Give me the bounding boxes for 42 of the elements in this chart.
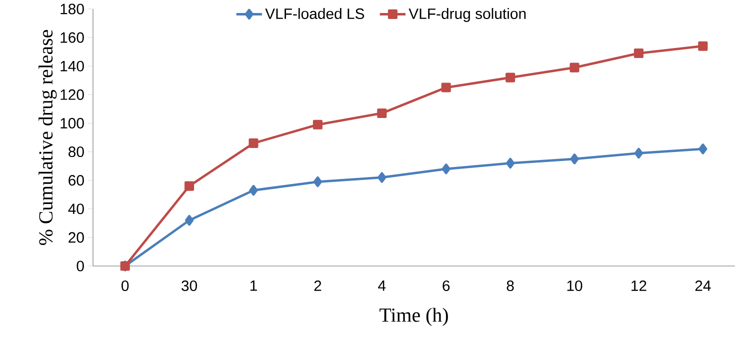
point (570, 154, 579, 164)
x-tick-label: 24 (695, 280, 711, 291)
point (184, 214, 194, 226)
y-axis-title: % Cumulative drug release (38, 30, 57, 245)
x-tick-label: 12 (632, 280, 646, 291)
y-tick-label: 180 (60, 4, 84, 14)
x-tick-label: 0 (122, 280, 129, 292)
x-tick-label: 30 (182, 280, 198, 292)
point (248, 138, 258, 148)
point (184, 181, 194, 191)
x-tick-label: 1 (250, 280, 257, 291)
point (377, 108, 387, 118)
legend-label: VLF-drug solution (408, 8, 526, 22)
x-tick-label: 10 (567, 280, 582, 292)
x-tick-label: 2 (314, 280, 322, 291)
x-tick-label: 4 (378, 280, 386, 291)
y-tick-label: 160 (60, 32, 84, 43)
legend-label: VLF-loaded LS (265, 8, 364, 20)
y-tick-label: 60 (68, 175, 84, 186)
y-tick-label: 0 (76, 260, 84, 272)
x-tick-label: 8 (506, 280, 514, 292)
y-tick-label: 40 (68, 204, 84, 214)
y-tick-label: 140 (60, 60, 84, 72)
x-tick-label: 6 (442, 280, 450, 292)
point (442, 164, 450, 174)
y-tick-label: 100 (60, 118, 84, 129)
point (249, 184, 258, 196)
y-tick-label: 20 (68, 232, 84, 243)
point (570, 62, 580, 72)
point (312, 120, 322, 130)
point (506, 72, 516, 82)
point (634, 148, 644, 159)
point (506, 158, 515, 169)
y-tick-label: 120 (60, 89, 84, 100)
point (313, 176, 322, 188)
point (441, 82, 451, 92)
y-tick-label: 80 (68, 146, 84, 158)
point (634, 48, 644, 58)
point (698, 41, 708, 51)
x-axis-title: Time (h) (380, 308, 448, 326)
point (378, 172, 386, 183)
point (698, 144, 708, 154)
